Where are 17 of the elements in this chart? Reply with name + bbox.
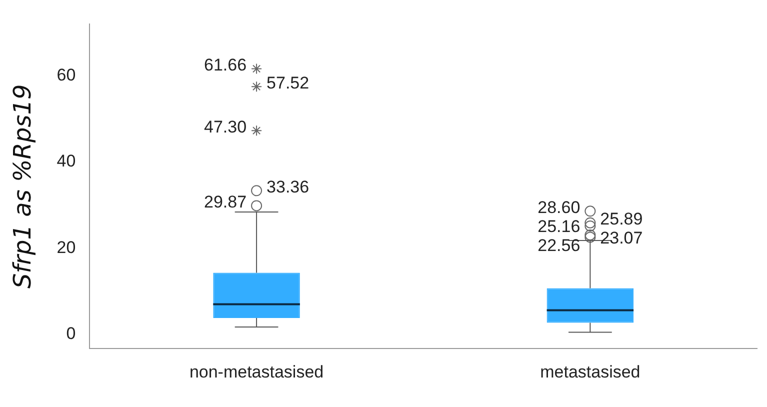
y-tick-label: 20 xyxy=(56,238,76,257)
data-label: 33.36 xyxy=(266,177,310,196)
y-tick-label: 60 xyxy=(56,66,76,85)
data-label: 25.16 xyxy=(538,216,580,236)
x-tick-label: metastasised xyxy=(540,362,640,382)
y-axis-title: Sfrp1 as %Rps19 xyxy=(8,84,37,289)
data-label: 23.07 xyxy=(600,228,643,248)
data-label: 25.89 xyxy=(600,210,643,229)
data-label: 22.56 xyxy=(538,236,580,255)
data-label: 57.52 xyxy=(266,73,310,92)
data-label: 29.87 xyxy=(204,192,247,212)
y-tick-label: 40 xyxy=(56,152,76,171)
data-label: 28.60 xyxy=(538,198,580,217)
data-label: 61.66 xyxy=(204,55,247,74)
x-tick-label: non-metastasised xyxy=(189,362,324,382)
y-tick-label: 0 xyxy=(66,324,76,344)
data-label: 47.30 xyxy=(204,117,247,136)
